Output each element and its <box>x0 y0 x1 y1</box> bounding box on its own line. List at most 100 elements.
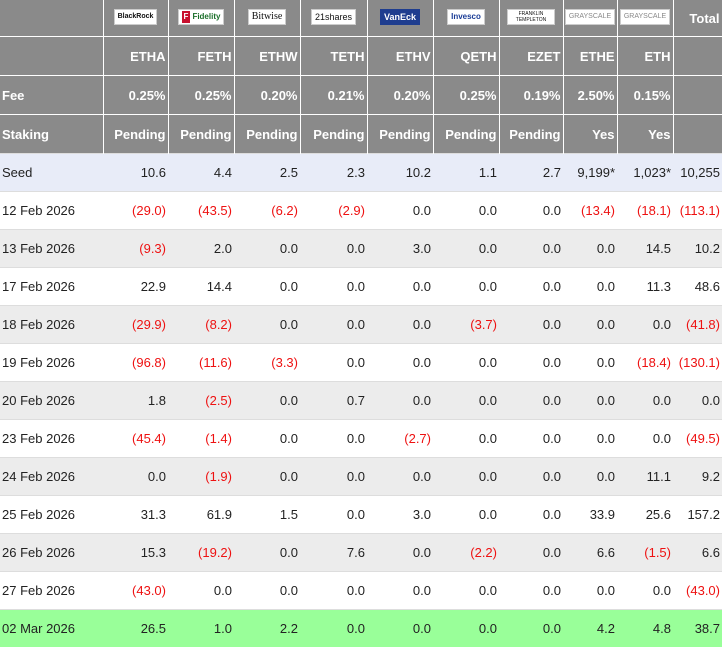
flow-value-cell: 4.8 <box>617 610 673 647</box>
flow-value-cell: 0.0 <box>234 572 300 610</box>
flow-value-cell: (43.5) <box>168 192 234 230</box>
flow-value-cell: 1.8 <box>103 382 168 420</box>
flow-value-cell: 0.0 <box>234 268 300 306</box>
total-header: Total <box>673 0 722 37</box>
flow-value-cell: 10.6 <box>103 154 168 192</box>
flow-value-cell: 0.0 <box>563 420 617 458</box>
flow-value-cell: 0.0 <box>234 420 300 458</box>
flow-value-cell: 7.6 <box>300 534 367 572</box>
flow-value-cell: 2.7 <box>499 154 563 192</box>
fee-cell: 0.25% <box>103 76 168 115</box>
flow-value-cell: (96.8) <box>103 344 168 382</box>
staking-row: Staking Pending Pending Pending Pending … <box>0 115 722 154</box>
flow-value-cell: 33.9 <box>563 496 617 534</box>
flow-value-cell: 0.0 <box>367 458 433 496</box>
flow-value-cell: 0.0 <box>499 458 563 496</box>
row-total-cell: 38.7 <box>673 610 722 647</box>
row-date-label: 24 Feb 2026 <box>0 458 103 496</box>
flow-value-cell: 2.5 <box>234 154 300 192</box>
flow-value-cell: 0.0 <box>563 230 617 268</box>
flow-value-cell: 0.0 <box>103 458 168 496</box>
flow-value-cell: (2.2) <box>433 534 499 572</box>
flow-value-cell: 0.0 <box>367 382 433 420</box>
flow-value-cell: 1.1 <box>433 154 499 192</box>
fee-cell: 2.50% <box>563 76 617 115</box>
row-date-label: 27 Feb 2026 <box>0 572 103 610</box>
row-total-cell: 9.2 <box>673 458 722 496</box>
ticker-cell: ETH <box>617 37 673 76</box>
flow-value-cell: 0.0 <box>433 420 499 458</box>
flow-value-cell: 0.0 <box>300 230 367 268</box>
flow-value-cell: 0.0 <box>234 534 300 572</box>
flow-value-cell: 0.0 <box>234 458 300 496</box>
flow-value-cell: 3.0 <box>367 230 433 268</box>
ticker-cell: QETH <box>433 37 499 76</box>
flow-value-cell: (13.4) <box>563 192 617 230</box>
flow-value-cell: 0.0 <box>300 496 367 534</box>
flow-value-cell: 0.0 <box>367 192 433 230</box>
flow-value-cell: 0.0 <box>168 572 234 610</box>
flow-value-cell: (18.4) <box>617 344 673 382</box>
flow-value-cell: 3.0 <box>367 496 433 534</box>
flow-value-cell: 0.0 <box>300 306 367 344</box>
row-total-cell: (130.1) <box>673 344 722 382</box>
flow-value-cell: 4.4 <box>168 154 234 192</box>
staking-cell: Pending <box>499 115 563 154</box>
flow-value-cell: (2.7) <box>367 420 433 458</box>
fee-cell: 0.15% <box>617 76 673 115</box>
flow-value-cell: (43.0) <box>103 572 168 610</box>
flow-value-cell: (19.2) <box>168 534 234 572</box>
flow-value-cell: 0.0 <box>433 344 499 382</box>
flow-value-cell: 22.9 <box>103 268 168 306</box>
flow-value-cell: 0.0 <box>563 382 617 420</box>
row-total-cell: 6.6 <box>673 534 722 572</box>
flow-value-cell: 11.1 <box>617 458 673 496</box>
corner-cell <box>0 0 103 37</box>
flow-value-cell: 0.0 <box>300 610 367 647</box>
flow-value-cell: 0.0 <box>234 306 300 344</box>
flow-value-cell: 0.0 <box>300 268 367 306</box>
flow-value-cell: 0.0 <box>617 572 673 610</box>
row-total-cell: 10,255 <box>673 154 722 192</box>
row-date-label: 20 Feb 2026 <box>0 382 103 420</box>
fee-cell: 0.20% <box>367 76 433 115</box>
staking-cell: Yes <box>563 115 617 154</box>
flow-value-cell: 61.9 <box>168 496 234 534</box>
fee-total-cell <box>673 76 722 115</box>
flow-value-cell: 0.7 <box>300 382 367 420</box>
flow-value-cell: 0.0 <box>433 572 499 610</box>
flow-value-cell: (3.3) <box>234 344 300 382</box>
ticker-label-cell <box>0 37 103 76</box>
blackrock-logo: BlackRock <box>114 9 158 25</box>
flow-value-cell: (1.9) <box>168 458 234 496</box>
row-total-cell: 10.2 <box>673 230 722 268</box>
flow-value-cell: (1.5) <box>617 534 673 572</box>
flow-value-cell: 0.0 <box>234 230 300 268</box>
flow-value-cell: 25.6 <box>617 496 673 534</box>
ticker-total-cell <box>673 37 722 76</box>
ticker-cell: ETHW <box>234 37 300 76</box>
franklin-templeton-logo: FRANKLIN TEMPLETON <box>507 9 555 25</box>
flow-value-cell: (11.6) <box>168 344 234 382</box>
ticker-cell: FETH <box>168 37 234 76</box>
row-date-label: 17 Feb 2026 <box>0 268 103 306</box>
flow-value-cell: 15.3 <box>103 534 168 572</box>
flow-value-cell: 0.0 <box>563 458 617 496</box>
flow-value-cell: 6.6 <box>563 534 617 572</box>
fee-row: Fee 0.25% 0.25% 0.20% 0.21% 0.20% 0.25% … <box>0 76 722 115</box>
fee-label: Fee <box>0 76 103 115</box>
flow-value-cell: 0.0 <box>499 192 563 230</box>
flow-value-cell: (29.0) <box>103 192 168 230</box>
ticker-row: ETHA FETH ETHW TETH ETHV QETH EZET ETHE … <box>0 37 722 76</box>
staking-total-cell <box>673 115 722 154</box>
staking-cell: Pending <box>433 115 499 154</box>
flow-value-cell: (2.9) <box>300 192 367 230</box>
staking-cell: Yes <box>617 115 673 154</box>
ticker-cell: ETHE <box>563 37 617 76</box>
